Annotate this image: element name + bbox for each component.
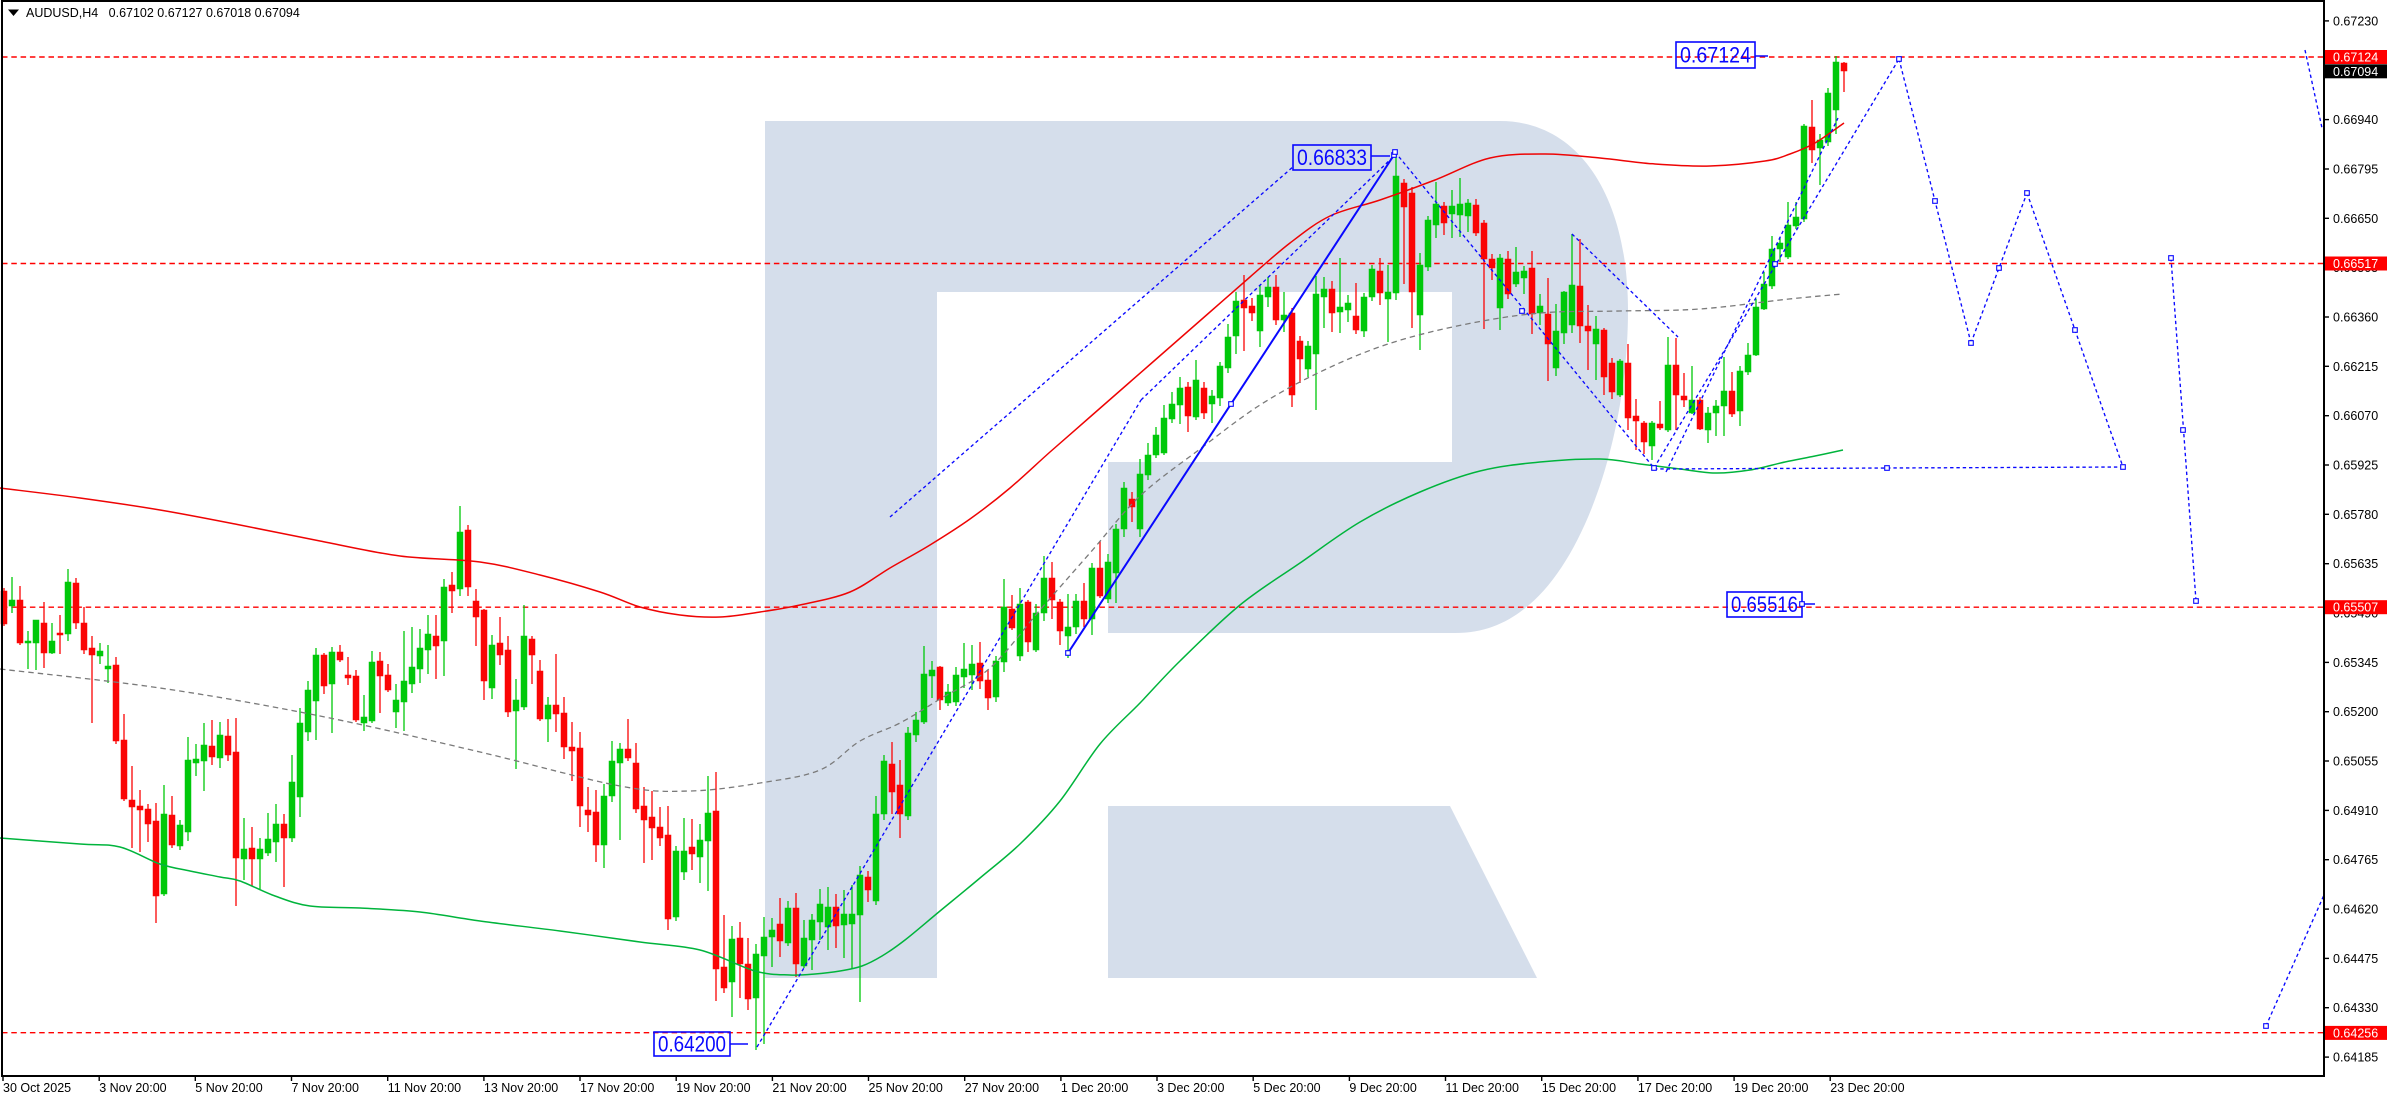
svg-text:15 Dec 20:00: 15 Dec 20:00: [1542, 1081, 1616, 1095]
svg-text:3 Dec 20:00: 3 Dec 20:00: [1157, 1081, 1224, 1095]
svg-text:1 Dec 20:00: 1 Dec 20:00: [1061, 1081, 1128, 1095]
svg-text:0.64765: 0.64765: [2333, 853, 2378, 867]
svg-text:30 Oct 2025: 30 Oct 2025: [3, 1081, 71, 1095]
svg-text:0.66517: 0.66517: [2333, 257, 2378, 271]
svg-text:0.64330: 0.64330: [2333, 1001, 2378, 1015]
svg-text:7 Nov 20:00: 7 Nov 20:00: [292, 1081, 359, 1095]
svg-text:0.65507: 0.65507: [2333, 601, 2378, 615]
svg-text:0.66360: 0.66360: [2333, 311, 2378, 325]
svg-text:0.65345: 0.65345: [2333, 656, 2378, 670]
svg-text:11 Nov 20:00: 11 Nov 20:00: [388, 1081, 461, 1095]
svg-text:0.64256: 0.64256: [2333, 1026, 2378, 1040]
svg-text:19 Dec 20:00: 19 Dec 20:00: [1734, 1081, 1808, 1095]
svg-text:5 Dec 20:00: 5 Dec 20:00: [1253, 1081, 1320, 1095]
svg-text:0.66833: 0.66833: [1297, 145, 1367, 170]
svg-text:27 Nov 20:00: 27 Nov 20:00: [965, 1081, 1039, 1095]
svg-text:0.66650: 0.66650: [2333, 212, 2378, 226]
svg-text:0.64910: 0.64910: [2333, 804, 2378, 818]
svg-text:11 Dec 20:00: 11 Dec 20:00: [1446, 1081, 1519, 1095]
svg-text:0.65925: 0.65925: [2333, 459, 2378, 473]
svg-text:21 Nov 20:00: 21 Nov 20:00: [772, 1081, 846, 1095]
svg-text:3 Nov 20:00: 3 Nov 20:00: [99, 1081, 166, 1095]
svg-text:0.65635: 0.65635: [2333, 557, 2378, 571]
svg-text:17 Dec 20:00: 17 Dec 20:00: [1638, 1081, 1712, 1095]
svg-text:19 Nov 20:00: 19 Nov 20:00: [676, 1081, 750, 1095]
svg-text:13 Nov 20:00: 13 Nov 20:00: [484, 1081, 558, 1095]
svg-text:0.64620: 0.64620: [2333, 903, 2378, 917]
svg-text:0.65780: 0.65780: [2333, 508, 2378, 522]
svg-text:0.64185: 0.64185: [2333, 1051, 2378, 1065]
svg-text:0.66940: 0.66940: [2333, 113, 2378, 127]
svg-text:0.64200: 0.64200: [658, 1032, 726, 1057]
svg-text:0.65055: 0.65055: [2333, 755, 2378, 769]
svg-text:0.65200: 0.65200: [2333, 705, 2378, 719]
svg-text:0.67094: 0.67094: [2333, 65, 2378, 79]
svg-text:0.64475: 0.64475: [2333, 952, 2378, 966]
svg-text:0.66070: 0.66070: [2333, 409, 2378, 423]
svg-text:0.67124: 0.67124: [1680, 43, 1751, 68]
svg-text:0.67230: 0.67230: [2333, 14, 2378, 28]
svg-text:0.67124: 0.67124: [2333, 51, 2378, 65]
svg-text:0.65516: 0.65516: [1731, 592, 1798, 617]
svg-text:0.66215: 0.66215: [2333, 360, 2378, 374]
svg-text:23 Dec 20:00: 23 Dec 20:00: [1830, 1081, 1904, 1095]
svg-text:17 Nov 20:00: 17 Nov 20:00: [580, 1081, 654, 1095]
svg-text:AUDUSD,H4 0.67102 0.67127 0.: AUDUSD,H4 0.67102 0.67127 0.67018 0.6709…: [26, 6, 300, 20]
svg-text:25 Nov 20:00: 25 Nov 20:00: [869, 1081, 943, 1095]
svg-text:0.66795: 0.66795: [2333, 163, 2378, 177]
svg-text:9 Dec 20:00: 9 Dec 20:00: [1349, 1081, 1416, 1095]
svg-text:5 Nov 20:00: 5 Nov 20:00: [195, 1081, 262, 1095]
